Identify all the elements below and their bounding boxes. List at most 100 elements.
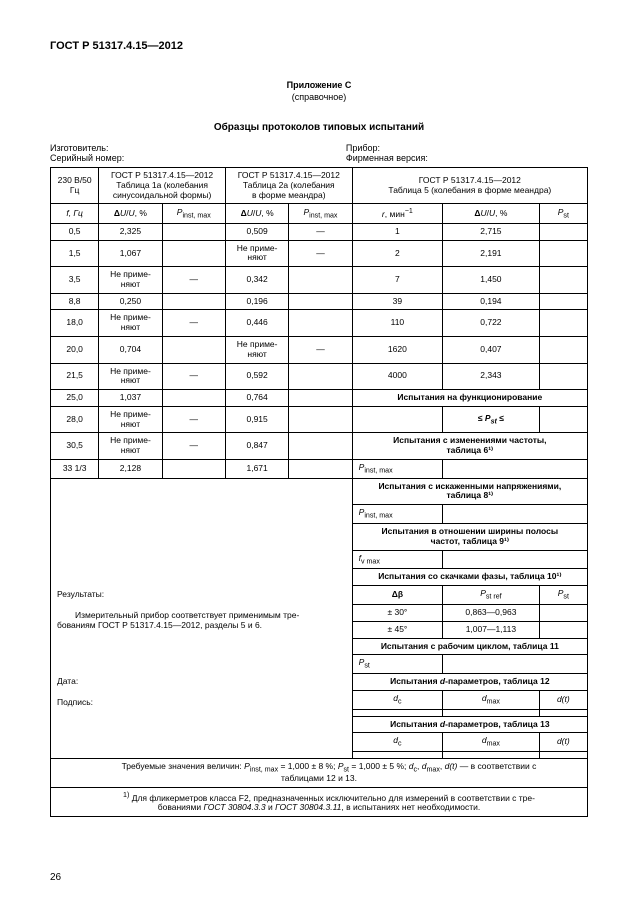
- c: 2,343: [443, 363, 540, 390]
- h-duu1: ΔU/U, %: [99, 204, 162, 224]
- c: 0,196: [225, 293, 288, 310]
- c: [443, 709, 540, 716]
- c: 2,715: [443, 223, 540, 240]
- freq-test: Испытания с изменениями частоты, таблица…: [352, 433, 587, 460]
- c: [539, 406, 587, 433]
- pst2: Pst: [539, 586, 587, 605]
- c: 0,863—0,963: [443, 604, 540, 621]
- h-group3: ГОСТ Р 51317.4.15—2012 Таблица 5 (колеба…: [352, 168, 587, 204]
- main-title: Образцы протоколов типовых испытаний: [50, 122, 588, 133]
- c: 110: [352, 310, 443, 337]
- c: 0,342: [225, 267, 288, 294]
- c: 0,915: [225, 406, 288, 433]
- c: [539, 752, 587, 759]
- c: [539, 621, 587, 638]
- footer-req: Требуемые значения величин: Pinst, max =…: [51, 759, 588, 788]
- c: 1620: [352, 337, 443, 364]
- c: —: [162, 267, 225, 294]
- c: —: [289, 337, 352, 364]
- page-number: 26: [50, 872, 61, 883]
- c: [289, 406, 352, 433]
- c: 25,0: [51, 390, 99, 407]
- manufacturer-label: Изготовитель:: [50, 143, 346, 153]
- blank: [51, 524, 353, 569]
- footer-fn: 1) Для фликерметров класса F2, предназна…: [51, 787, 588, 816]
- pinst-label2: Pinst, max: [352, 505, 443, 524]
- c: 3,5: [51, 267, 99, 294]
- c: 1,037: [99, 390, 162, 407]
- h-group1: ГОСТ Р 51317.4.15—2012 Таблица 1а (колеб…: [99, 168, 226, 204]
- c: [162, 390, 225, 407]
- c: —: [289, 240, 352, 267]
- c: —: [162, 310, 225, 337]
- c: 1,671: [225, 459, 288, 478]
- c: [352, 752, 443, 759]
- c: [539, 223, 587, 240]
- dt: d(t): [539, 690, 587, 709]
- c: 1,007—1,113: [443, 621, 540, 638]
- meta-row-1: Изготовитель: Прибор:: [50, 143, 588, 153]
- c: [539, 604, 587, 621]
- c: 2,128: [99, 459, 162, 478]
- c: 2: [352, 240, 443, 267]
- h-rmin: r, мин−1: [352, 204, 443, 224]
- c: [162, 240, 225, 267]
- h-duu2: ΔU/U, %: [225, 204, 288, 224]
- c: [162, 459, 225, 478]
- blank: [51, 478, 353, 523]
- c: [443, 550, 588, 569]
- c: [539, 337, 587, 364]
- c: —: [162, 406, 225, 433]
- h-group2: ГОСТ Р 51317.4.15—2012 Таблица 2а (колеб…: [225, 168, 352, 204]
- func-test: Испытания на функционирование: [352, 390, 587, 407]
- meta-row-2: Серийный номер: Фирменная версия:: [50, 153, 588, 163]
- c: [539, 709, 587, 716]
- d12-test: Испытания d-параметров, таблица 12: [352, 674, 587, 691]
- c: —: [162, 433, 225, 460]
- dmax: dmax: [443, 690, 540, 709]
- results: Результаты:: [51, 586, 353, 605]
- c: 4000: [352, 363, 443, 390]
- h-230v: 230 В/50 Гц: [51, 168, 99, 204]
- c: [443, 459, 588, 478]
- db: Δβ: [352, 586, 443, 605]
- doc-standard: ГОСТ Р 51317.4.15—2012: [50, 40, 588, 52]
- pst-duty: Pst: [352, 655, 443, 674]
- c: Не приме- няют: [99, 310, 162, 337]
- c: 0,407: [443, 337, 540, 364]
- phase-test: Испытания со скачками фазы, таблица 10¹⁾: [352, 569, 587, 586]
- c: Не приме- няют: [99, 406, 162, 433]
- c: Не приме- няют: [99, 363, 162, 390]
- dc: dc: [352, 690, 443, 709]
- c: [539, 293, 587, 310]
- c: [539, 310, 587, 337]
- c: [539, 267, 587, 294]
- blank: [51, 716, 353, 759]
- c: 7: [352, 267, 443, 294]
- serial-label: Серийный номер:: [50, 153, 346, 163]
- c: —: [289, 223, 352, 240]
- pstref: Pst ref: [443, 586, 540, 605]
- d13-test: Испытания d-параметров, таблица 13: [352, 716, 587, 733]
- instrument-label: Прибор:: [346, 143, 588, 153]
- compliance: Измерительный прибор соответствует приме…: [51, 604, 353, 638]
- c: 30,5: [51, 433, 99, 460]
- c: 0,764: [225, 390, 288, 407]
- c: Не приме- няют: [99, 267, 162, 294]
- c: [352, 709, 443, 716]
- c: 0,704: [99, 337, 162, 364]
- c: [289, 310, 352, 337]
- band-test: Испытания в отношении ширины полосы част…: [352, 524, 587, 551]
- h-pst: Pst: [539, 204, 587, 224]
- c: 28,0: [51, 406, 99, 433]
- c: 0,509: [225, 223, 288, 240]
- h-duu3: ΔU/U, %: [443, 204, 540, 224]
- c: 0,722: [443, 310, 540, 337]
- dmax2: dmax: [443, 733, 540, 752]
- c: 0,250: [99, 293, 162, 310]
- c: 0,847: [225, 433, 288, 460]
- pinst-label: Pinst, max: [352, 459, 443, 478]
- c: [162, 223, 225, 240]
- c: [289, 267, 352, 294]
- firmware-label: Фирменная версия:: [346, 153, 588, 163]
